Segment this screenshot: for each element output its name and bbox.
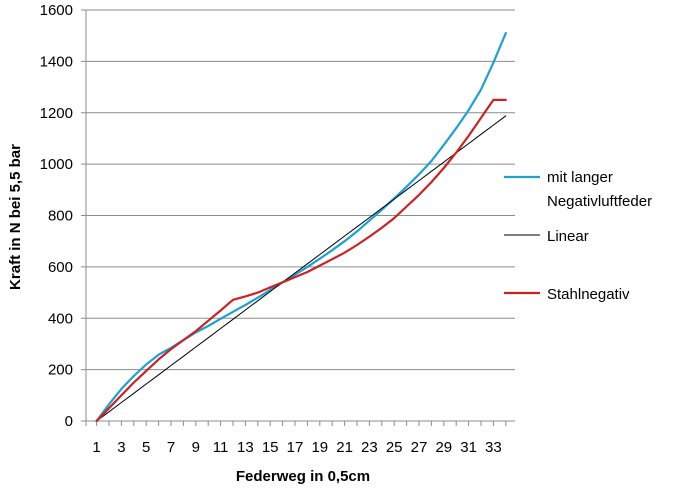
legend-label-0-1: Negativluftfeder bbox=[547, 193, 652, 210]
y-tick-label-0: 0 bbox=[65, 413, 73, 430]
x-tick-label-7: 7 bbox=[167, 439, 175, 456]
x-tick-label-13: 13 bbox=[237, 439, 254, 456]
legend-label-1-0: Linear bbox=[547, 228, 589, 245]
x-tick-label-19: 19 bbox=[311, 439, 328, 456]
x-tick-label-23: 23 bbox=[361, 439, 378, 456]
series-line-2 bbox=[95, 98, 507, 423]
y-tick-label-1000: 1000 bbox=[40, 156, 73, 173]
x-tick-label-15: 15 bbox=[262, 439, 279, 456]
x-tick-label-33: 33 bbox=[485, 439, 502, 456]
legend-label-2-0: Stahlnegativ bbox=[547, 286, 630, 303]
series-lines bbox=[95, 31, 507, 423]
series-line-0 bbox=[95, 31, 507, 423]
y-tick-label-400: 400 bbox=[48, 310, 73, 327]
y-tick-label-600: 600 bbox=[48, 259, 73, 276]
y-axis-ticks: 0 200 400 600 800 1000 1200 1400 1600 bbox=[40, 2, 86, 430]
y-tick-label-1600: 1600 bbox=[40, 2, 73, 19]
y-tick-label-1400: 1400 bbox=[40, 53, 73, 70]
x-axis-ticks: 1 3 5 7 9 11 13 15 17 19 21 23 25 27 29 31 33 bbox=[92, 421, 507, 456]
gridlines bbox=[85, 9, 515, 426]
x-tick-label-9: 9 bbox=[192, 439, 200, 456]
x-tick-label-1: 1 bbox=[92, 439, 100, 456]
x-tick-label-29: 29 bbox=[435, 439, 452, 456]
legend-label-0-0: mit langer bbox=[547, 169, 613, 186]
x-tick-label-3: 3 bbox=[117, 439, 125, 456]
x-tick-label-31: 31 bbox=[460, 439, 477, 456]
y-tick-label-1200: 1200 bbox=[40, 105, 73, 122]
x-axis-title: Federweg in 0,5cm bbox=[236, 468, 370, 485]
y-axis-title: Kraft in N bei 5,5 bar bbox=[7, 144, 24, 290]
x-tick-label-11: 11 bbox=[213, 439, 229, 456]
y-tick-label-200: 200 bbox=[48, 362, 73, 379]
series-line-1 bbox=[96, 115, 507, 422]
x-tick-label-25: 25 bbox=[386, 439, 403, 456]
legend: mit langer Negativluftfeder Linear Stahlneg… bbox=[504, 169, 652, 303]
x-tick-label-27: 27 bbox=[411, 439, 428, 456]
x-tick-label-17: 17 bbox=[287, 439, 304, 456]
x-tick-label-5: 5 bbox=[142, 439, 150, 456]
x-tick-label-21: 21 bbox=[336, 439, 353, 456]
y-tick-label-800: 800 bbox=[48, 208, 73, 225]
